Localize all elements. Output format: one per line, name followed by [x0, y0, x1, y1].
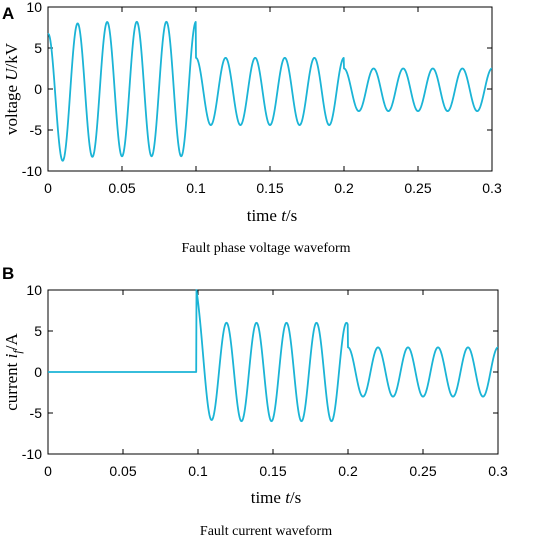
panel-b-y-axis-label-variable: i [2, 353, 21, 358]
panel-a-letter: A [2, 4, 14, 23]
panel-b-x-axis-label-prefix: time [251, 488, 285, 507]
panel-a-x-axis-label-prefix: time [247, 206, 281, 225]
panel-b-y-axis-label-unit: /A [2, 333, 21, 351]
panel-a-x-tick-label: 0.25 [404, 180, 431, 196]
panel-b-y-axis-label: current if/A [2, 333, 24, 411]
panel-b-x-tick-label: 0 [44, 463, 52, 479]
panel-b-y-tick-label: -10 [22, 446, 42, 462]
panel-b-y-tick-label: 0 [34, 364, 42, 380]
panel-b-y-tick-label: -5 [30, 405, 43, 421]
panel-a: A 0 0.05 0.1 0.15 0.2 0.25 0.3 10 5 0 -5… [2, 0, 502, 256]
panel-b-x-tick-label: 0.15 [259, 463, 286, 479]
panel-a-x-tick-label: 0.15 [256, 180, 283, 196]
panel-b-x-tick-label: 0.05 [109, 463, 136, 479]
panel-b-x-tick-label: 0.3 [488, 463, 508, 479]
panel-b-letter: B [2, 264, 14, 283]
panel-b-caption: Fault current waveform [200, 524, 332, 539]
panel-b-current-line [47, 289, 499, 423]
panel-a-caption: Fault phase voltage waveform [181, 241, 350, 256]
panel-b-y-tick-labels: 10 5 0 -5 -10 [22, 282, 42, 462]
panel-a-y-tick-label: 0 [34, 81, 42, 97]
panel-a-x-axis-label-variable: t [281, 206, 287, 225]
panel-a-x-tick-label: 0.3 [482, 180, 502, 196]
panel-a-x-tick-label: 0.1 [186, 180, 206, 196]
panel-b: B 0 0.05 0.1 0.15 0.2 0.25 0.3 10 5 0 -5… [2, 264, 508, 539]
panel-a-voltage-line [47, 20, 493, 162]
panel-b-x-tick-labels: 0 0.05 0.1 0.15 0.2 0.25 0.3 [44, 463, 508, 479]
panel-b-x-axis-label-variable: t [285, 488, 291, 507]
panel-a-y-tick-label: -5 [30, 122, 43, 138]
panel-a-x-tick-label: 0.2 [334, 180, 354, 196]
panel-a-y-axis-label-variable: U [2, 67, 21, 81]
panel-a-y-axis-label: voltage U/kV [2, 42, 21, 135]
panel-b-y-axis-label-prefix: current [2, 358, 21, 410]
panel-a-x-tick-label: 0.05 [108, 180, 135, 196]
panel-a-y-axis-label-unit: /kV [2, 42, 21, 68]
panel-b-y-axis-label-subscript: f [10, 349, 24, 354]
panel-b-x-tick-label: 0.1 [188, 463, 208, 479]
panel-b-x-tick-label: 0.25 [409, 463, 436, 479]
panel-a-x-axis-label: time t/s [247, 206, 298, 225]
panel-a-y-tick-label: 10 [26, 0, 42, 15]
panel-b-y-tick-label: 5 [34, 323, 42, 339]
panel-b-y-tick-label: 10 [26, 282, 42, 298]
panel-a-y-tick-label: 5 [34, 40, 42, 56]
panel-a-y-tick-label: -10 [22, 163, 42, 179]
panel-a-x-tick-label: 0 [44, 180, 52, 196]
panel-b-x-axis-label-unit: /s [290, 488, 301, 507]
panel-a-x-tick-labels: 0 0.05 0.1 0.15 0.2 0.25 0.3 [44, 180, 502, 196]
panel-b-x-tick-label: 0.2 [338, 463, 358, 479]
panel-a-x-axis-label-unit: /s [286, 206, 297, 225]
panel-a-y-tick-labels: 10 5 0 -5 -10 [22, 0, 42, 179]
panel-b-x-axis-label: time t/s [251, 488, 302, 507]
panel-a-y-axis-label-prefix: voltage [2, 81, 21, 135]
